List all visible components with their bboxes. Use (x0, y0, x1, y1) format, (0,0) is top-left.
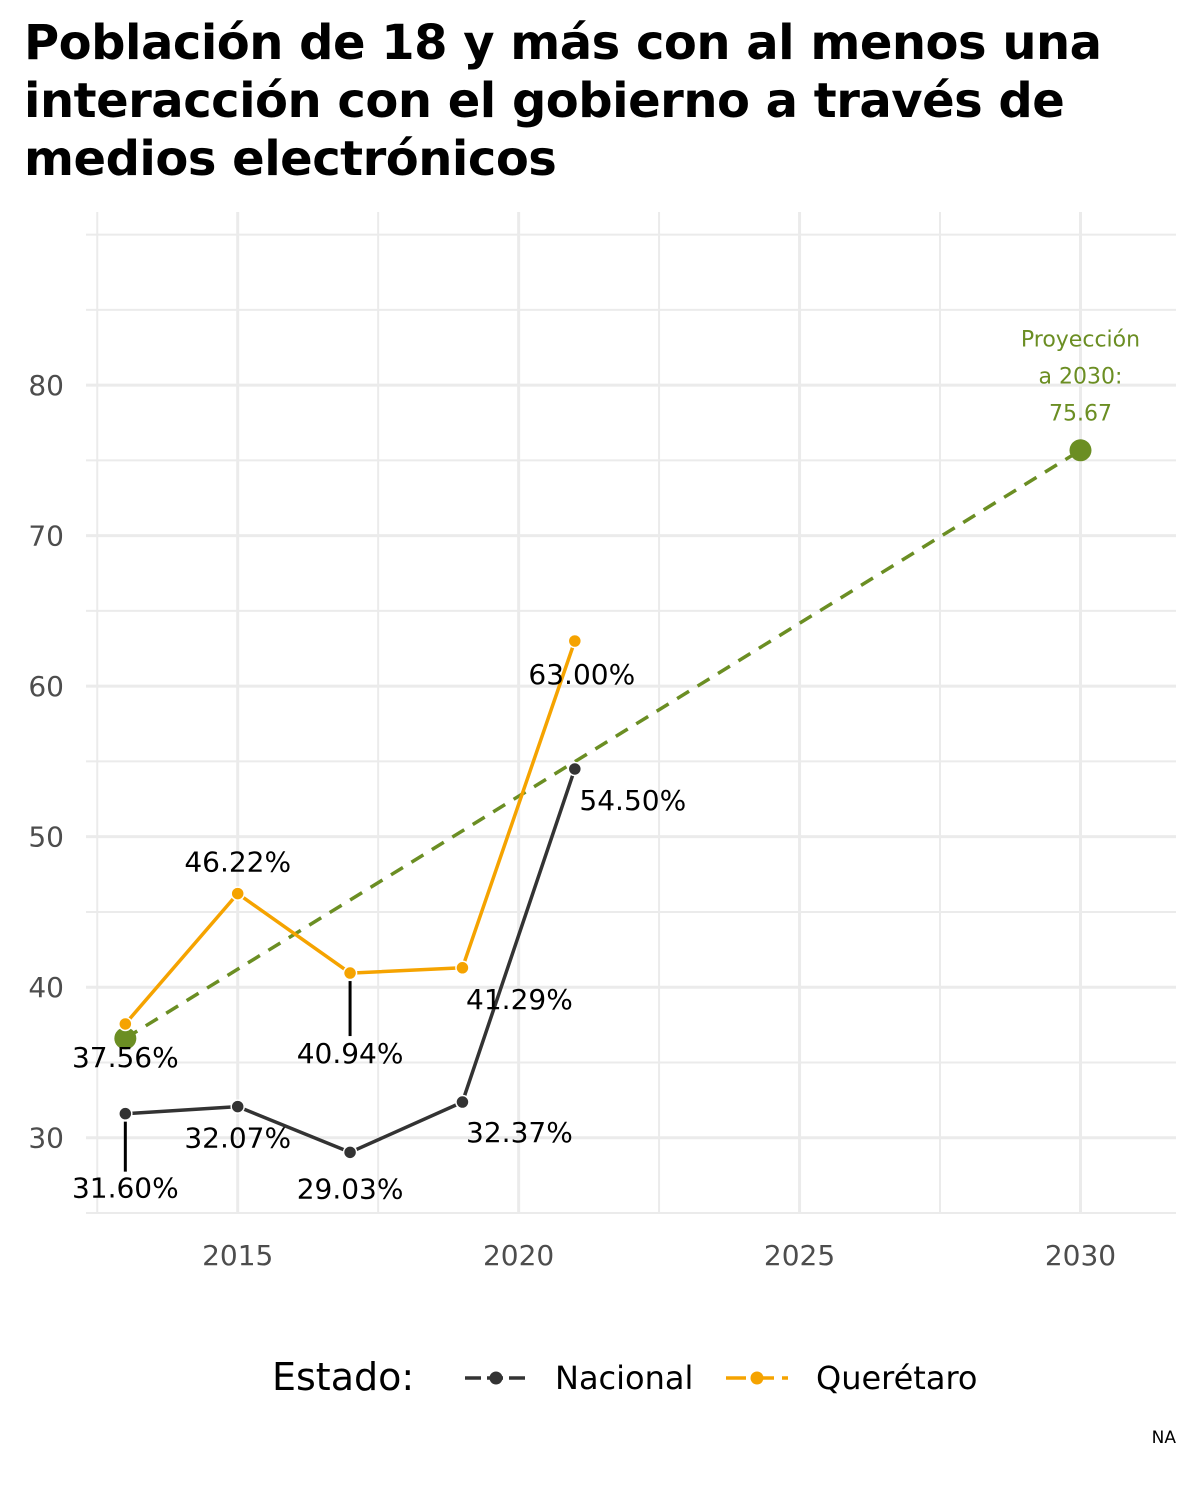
projection-annotation-line: Proyección (1021, 327, 1140, 352)
data-label: 32.07% (184, 1122, 291, 1155)
minor-gridlines (86, 212, 1176, 1214)
data-label: 54.50% (579, 784, 686, 817)
legend-key-point (750, 1371, 764, 1385)
legend-label: Querétaro (816, 1359, 977, 1397)
projection-layer: Proyección a 2030: 75.67 (114, 327, 1140, 1050)
major-gridlines (86, 212, 1176, 1213)
legend-key-point (489, 1371, 503, 1385)
y-tick-label: 30 (28, 1122, 64, 1155)
data-point (455, 1094, 470, 1110)
data-point (230, 1099, 245, 1114)
x-tick-label: 2020 (483, 1239, 554, 1272)
data-label: 46.22% (184, 846, 291, 879)
data-point (230, 886, 245, 901)
data-label: 31.60% (72, 1172, 179, 1205)
x-tick-label: 2015 (202, 1239, 273, 1272)
projection-annotation-line: a 2030: (1039, 364, 1123, 389)
y-tick-label: 60 (28, 670, 64, 703)
data-point (567, 633, 583, 649)
data-label: 32.37% (466, 1116, 573, 1149)
data-point (342, 965, 358, 981)
data-label: 40.94% (297, 1037, 404, 1070)
x-tick-label: 2030 (1045, 1239, 1116, 1272)
projection-start-point (114, 1027, 137, 1050)
data-point (455, 960, 470, 976)
x-axis: 2015 2020 2025 2030 (202, 1239, 1116, 1272)
legend-title: Estado: (272, 1355, 414, 1399)
chart-title: Población de 18 y más con al menos una i… (24, 15, 1102, 187)
projection-annotation-line: 75.67 (1049, 401, 1112, 426)
projection-line (124, 448, 1082, 1040)
legend: Estado: Nacional Querétaro (272, 1355, 977, 1399)
projection-end-point (1069, 439, 1092, 462)
data-point (567, 761, 583, 777)
data-label: 37.56% (72, 1041, 179, 1074)
y-tick-label: 80 (28, 369, 64, 402)
data-labels-layer: 31.60%32.07%29.03% 32.37% 54.50% 37.56% 46.2… (72, 658, 686, 1205)
y-tick-label: 40 (28, 971, 64, 1004)
data-label: 41.29% (466, 983, 573, 1016)
legend-label: Nacional (555, 1359, 693, 1397)
data-point (118, 1106, 133, 1121)
y-tick-label: 50 (28, 821, 64, 854)
y-tick-label: 70 (28, 520, 64, 553)
y-axis: 30 40 50 60 70 80 (28, 369, 64, 1155)
caption: NA (1151, 1428, 1176, 1448)
x-tick-label: 2025 (764, 1239, 835, 1272)
data-point (118, 1016, 133, 1032)
series-layer (118, 633, 583, 1160)
series-line (125, 768, 577, 1155)
data-label: 29.03% (297, 1172, 404, 1205)
data-label: 63.00% (528, 658, 635, 691)
data-point (342, 1145, 358, 1160)
